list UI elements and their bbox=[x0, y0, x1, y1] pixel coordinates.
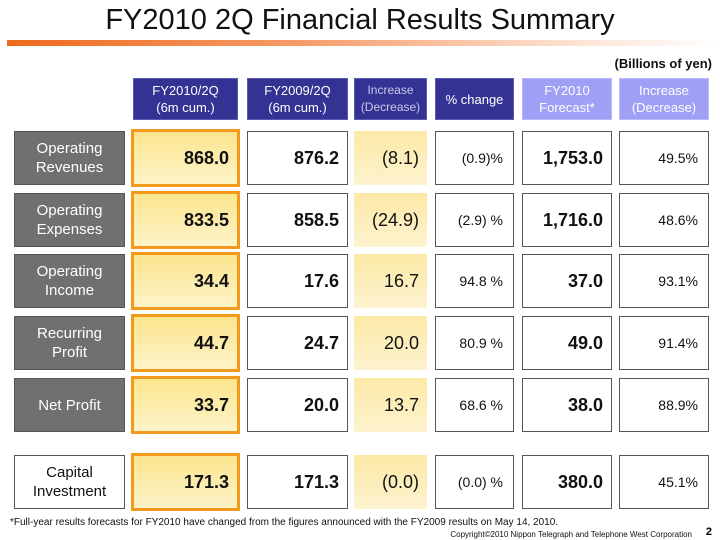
value-cell-fy2010-forecast: 380.0 bbox=[522, 455, 612, 509]
row-label-line2: Investment bbox=[32, 483, 107, 500]
header-line2: (Decrease) bbox=[360, 100, 421, 114]
header-line2: (Decrease) bbox=[631, 100, 697, 115]
row-label-line2: Revenues bbox=[35, 159, 104, 176]
column-header-fy2009-2q: FY2009/2Q (6m cum.) bbox=[247, 78, 348, 120]
row-label: Operating Income bbox=[14, 254, 125, 308]
value-cell-increase: (24.9) bbox=[354, 193, 427, 247]
value-cell-pct-change: (2.9) % bbox=[435, 193, 514, 247]
value-cell-fy2010-2q: 868.0 bbox=[131, 129, 240, 187]
title-divider bbox=[7, 40, 720, 46]
column-header-fy2010-forecast: FY2010 Forecast* bbox=[522, 78, 612, 120]
row-label-line1: Capital bbox=[46, 464, 93, 481]
value-cell-forecast-increase: 49.5% bbox=[619, 131, 709, 185]
row-label-line1: Operating bbox=[36, 202, 103, 219]
column-header-pct-change: % change bbox=[435, 78, 514, 120]
value-cell-forecast-increase: 48.6% bbox=[619, 193, 709, 247]
value-cell-increase: 20.0 bbox=[354, 316, 427, 370]
row-label-line1: Operating bbox=[36, 140, 103, 157]
value-cell-pct-change: 80.9 % bbox=[435, 316, 514, 370]
column-header-fy2010-2q: FY2010/2Q (6m cum.) bbox=[133, 78, 238, 120]
column-header-increase: Increase (Decrease) bbox=[354, 78, 427, 120]
row-label-line1: Recurring bbox=[36, 325, 103, 342]
row-label-line2: Profit bbox=[51, 344, 87, 361]
value-cell-fy2010-2q: 171.3 bbox=[131, 453, 240, 511]
value-cell-pct-change: (0.0) % bbox=[435, 455, 514, 509]
value-cell-pct-change: 94.8 % bbox=[435, 254, 514, 308]
value-cell-fy2009-2q: 858.5 bbox=[247, 193, 348, 247]
row-label-line2: Income bbox=[44, 282, 95, 299]
value-cell-forecast-increase: 93.1% bbox=[619, 254, 709, 308]
row-label: Recurring Profit bbox=[14, 316, 125, 370]
value-cell-fy2010-2q: 33.7 bbox=[131, 376, 240, 434]
value-cell-increase: (0.0) bbox=[354, 455, 427, 509]
row-label: Net Profit bbox=[14, 378, 125, 432]
value-cell-fy2010-2q: 44.7 bbox=[131, 314, 240, 372]
value-cell-increase: (8.1) bbox=[354, 131, 427, 185]
value-cell-pct-change: (0.9)% bbox=[435, 131, 514, 185]
value-cell-fy2009-2q: 17.6 bbox=[247, 254, 348, 308]
unit-label: (Billions of yen) bbox=[614, 56, 713, 71]
copyright: Copyright©2010 Nippon Telegraph and Tele… bbox=[450, 530, 692, 539]
row-label-line2: Expenses bbox=[36, 221, 103, 238]
value-cell-forecast-increase: 45.1% bbox=[619, 455, 709, 509]
page-title: FY2010 2Q Financial Results Summary bbox=[105, 4, 615, 36]
value-cell-fy2010-forecast: 37.0 bbox=[522, 254, 612, 308]
header-line1: Increase bbox=[367, 83, 414, 97]
column-header-forecast-increase: Increase (Decrease) bbox=[619, 78, 709, 120]
header-line1: Increase bbox=[639, 83, 689, 98]
row-label-line1: Net Profit bbox=[38, 396, 101, 414]
header-line1: FY2010 bbox=[544, 83, 590, 98]
value-cell-fy2009-2q: 171.3 bbox=[247, 455, 348, 509]
header-line1: % change bbox=[445, 91, 504, 107]
row-label: Operating Revenues bbox=[14, 131, 125, 185]
footnote: *Full-year results forecasts for FY2010 … bbox=[10, 517, 559, 528]
header-line2: (6m cum.) bbox=[156, 100, 215, 115]
header-line1: FY2009/2Q bbox=[264, 83, 331, 98]
value-cell-fy2010-forecast: 1,753.0 bbox=[522, 131, 612, 185]
value-cell-fy2009-2q: 876.2 bbox=[247, 131, 348, 185]
value-cell-pct-change: 68.6 % bbox=[435, 378, 514, 432]
row-label-line1: Operating bbox=[36, 263, 103, 280]
header-line1: FY2010/2Q bbox=[152, 83, 219, 98]
value-cell-forecast-increase: 91.4% bbox=[619, 316, 709, 370]
value-cell-fy2009-2q: 20.0 bbox=[247, 378, 348, 432]
page-number: 2 bbox=[705, 526, 712, 538]
value-cell-fy2010-2q: 833.5 bbox=[131, 191, 240, 249]
value-cell-forecast-increase: 88.9% bbox=[619, 378, 709, 432]
row-label: Operating Expenses bbox=[14, 193, 125, 247]
value-cell-fy2010-forecast: 49.0 bbox=[522, 316, 612, 370]
value-cell-fy2010-forecast: 1,716.0 bbox=[522, 193, 612, 247]
value-cell-increase: 13.7 bbox=[354, 378, 427, 432]
value-cell-fy2010-2q: 34.4 bbox=[131, 252, 240, 310]
header-line2: Forecast* bbox=[539, 100, 595, 115]
value-cell-fy2009-2q: 24.7 bbox=[247, 316, 348, 370]
row-label: Capital Investment bbox=[14, 455, 125, 509]
value-cell-increase: 16.7 bbox=[354, 254, 427, 308]
header-line2: (6m cum.) bbox=[268, 100, 327, 115]
value-cell-fy2010-forecast: 38.0 bbox=[522, 378, 612, 432]
